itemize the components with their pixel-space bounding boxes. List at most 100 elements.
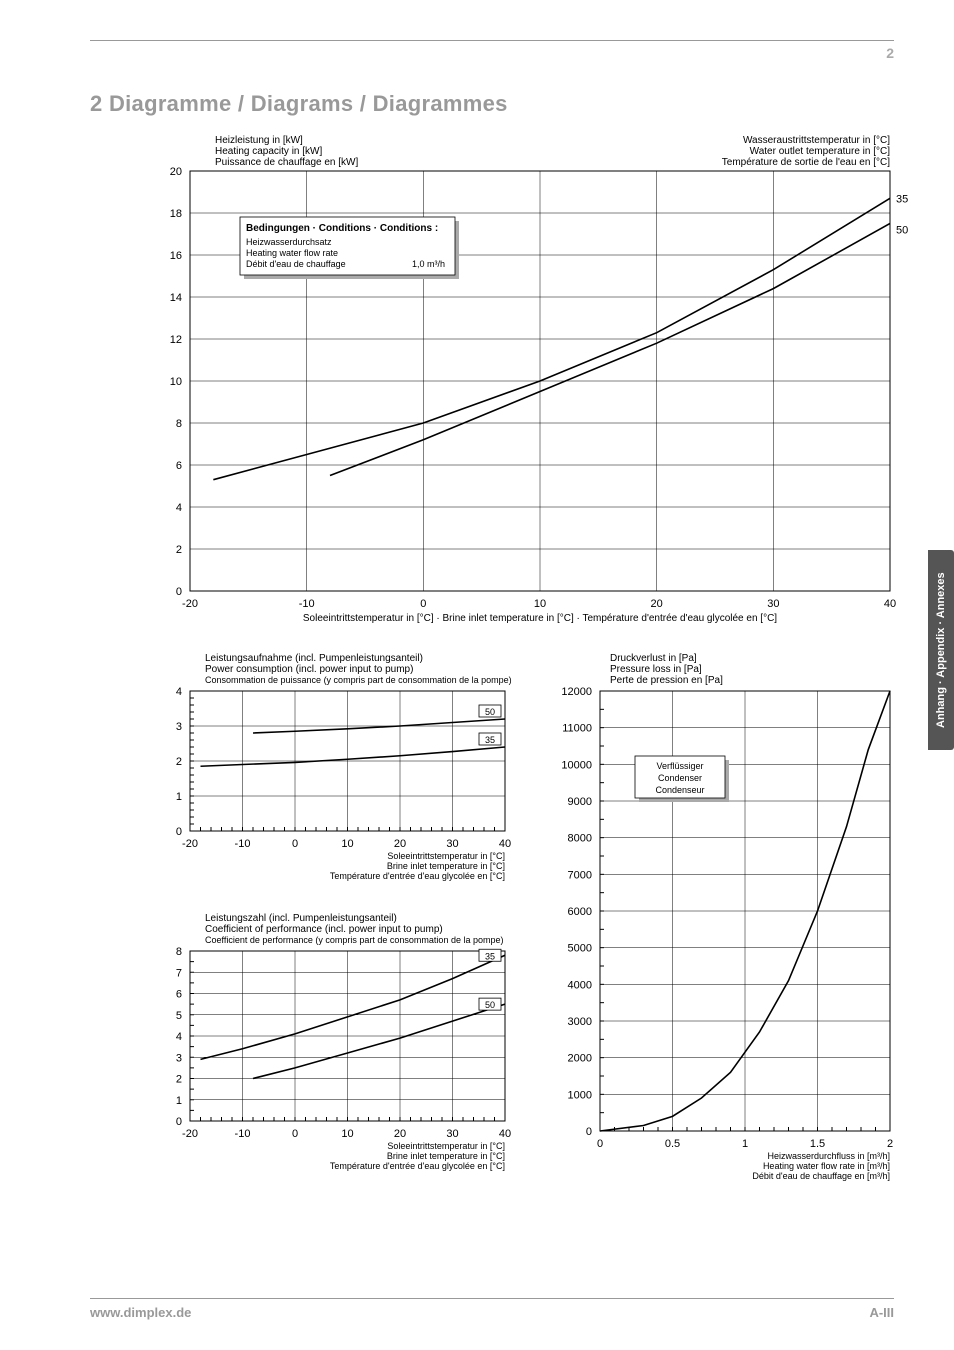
section-title: 2 Diagramme / Diagrams / Diagrammes [90,91,894,117]
svg-text:Coefficient of performance (in: Coefficient of performance (incl. power … [205,924,443,935]
svg-text:Soleeintrittstemperatur in [°C: Soleeintrittstemperatur in [°C] [387,851,505,861]
svg-text:3: 3 [176,1052,182,1064]
svg-text:Heizwasserdurchfluss in [m³/h]: Heizwasserdurchfluss in [m³/h] [767,1151,890,1161]
svg-text:10: 10 [341,838,353,850]
svg-text:Condenseur: Condenseur [655,785,704,795]
svg-text:1: 1 [176,1095,182,1107]
svg-text:0: 0 [597,1138,603,1150]
svg-text:Débit d'eau de chauffage: Débit d'eau de chauffage [246,259,346,269]
svg-text:40: 40 [884,598,896,610]
svg-text:35: 35 [896,193,908,205]
svg-text:Brine inlet temperature in [°C: Brine inlet temperature in [°C] [387,1151,505,1161]
svg-text:5000: 5000 [568,943,592,955]
svg-text:Coefficient de performance (y: Coefficient de performance (y compris pa… [205,935,503,945]
svg-text:-10: -10 [299,598,315,610]
svg-text:Pressure loss in [Pa]: Pressure loss in [Pa] [610,664,702,675]
svg-text:12: 12 [170,334,182,346]
footer-right: A-III [869,1305,894,1320]
svg-text:1: 1 [742,1138,748,1150]
svg-text:6000: 6000 [568,906,592,918]
svg-text:Wasseraustrittstemperatur in [: Wasseraustrittstemperatur in [°C] [743,135,890,146]
svg-text:6: 6 [176,460,182,472]
svg-text:18: 18 [170,208,182,220]
svg-text:9000: 9000 [568,796,592,808]
svg-text:5: 5 [176,1010,182,1022]
charts-svg: 02468101214161820-20-100102030403550Heiz… [130,131,930,1221]
svg-text:11000: 11000 [562,723,592,735]
svg-text:40: 40 [499,1128,511,1140]
svg-text:8: 8 [176,418,182,430]
svg-text:7: 7 [176,967,182,979]
svg-text:4: 4 [176,502,182,514]
svg-text:Débit d'eau de chauffage en [m: Débit d'eau de chauffage en [m³/h] [752,1171,890,1181]
svg-text:4: 4 [176,686,182,698]
svg-text:4000: 4000 [568,979,592,991]
svg-text:Soleeintrittstemperatur in [°C: Soleeintrittstemperatur in [°C] [387,1141,505,1151]
svg-text:3000: 3000 [568,1016,592,1028]
svg-text:14: 14 [170,292,182,304]
svg-text:10: 10 [170,376,182,388]
svg-text:-10: -10 [235,838,251,850]
svg-text:20: 20 [170,166,182,178]
svg-text:4: 4 [176,1031,182,1043]
svg-text:16: 16 [170,250,182,262]
svg-text:10: 10 [341,1128,353,1140]
svg-text:10: 10 [534,598,546,610]
svg-text:Bedingungen · Conditions · Con: Bedingungen · Conditions · Conditions : [246,223,438,234]
svg-text:2000: 2000 [568,1053,592,1065]
svg-text:7000: 7000 [568,869,592,881]
svg-text:0: 0 [292,1128,298,1140]
svg-text:0: 0 [176,826,182,838]
svg-text:Power consumption (incl. power: Power consumption (incl. power input to … [205,664,413,675]
svg-text:Consommation de puissance (y c: Consommation de puissance (y compris par… [205,675,512,685]
svg-text:Leistungsaufnahme (incl. Pumpe: Leistungsaufnahme (incl. Pumpenleistungs… [205,653,423,664]
svg-text:Température de sortie de l'eau: Température de sortie de l'eau en [°C] [722,157,890,168]
svg-text:Verflüssiger: Verflüssiger [656,761,703,771]
svg-text:-10: -10 [235,1128,251,1140]
footer-left: www.dimplex.de [90,1305,191,1320]
svg-text:Leistungszahl (incl. Pumpenlei: Leistungszahl (incl. Pumpenleistungsante… [205,913,397,924]
svg-text:2: 2 [176,544,182,556]
svg-text:30: 30 [446,1128,458,1140]
svg-text:-20: -20 [182,1128,198,1140]
svg-text:Heizwasserdurchsatz: Heizwasserdurchsatz [246,237,332,247]
svg-text:0: 0 [420,598,426,610]
svg-text:2: 2 [887,1138,893,1150]
svg-text:30: 30 [446,838,458,850]
side-tab: Anhang · Appendix · Annexes [928,550,954,750]
svg-text:8: 8 [176,946,182,958]
svg-text:50: 50 [896,225,908,237]
svg-text:Heating water flow rate: Heating water flow rate [246,248,338,258]
svg-text:0: 0 [586,1126,592,1138]
svg-text:Puissance de chauffage en [kW]: Puissance de chauffage en [kW] [215,157,358,168]
svg-text:20: 20 [394,838,406,850]
svg-text:Condenser: Condenser [658,773,702,783]
svg-text:1,0 m³/h: 1,0 m³/h [412,259,445,269]
svg-text:Druckverlust in [Pa]: Druckverlust in [Pa] [610,653,697,664]
svg-text:Soleeintrittstemperatur in [°C: Soleeintrittstemperatur in [°C] · Brine … [303,613,777,624]
svg-text:2: 2 [176,1074,182,1086]
svg-text:0: 0 [292,838,298,850]
svg-text:0: 0 [176,1116,182,1128]
svg-text:30: 30 [767,598,779,610]
page-top-number: 2 [90,45,894,61]
svg-text:12000: 12000 [561,686,592,698]
svg-text:1: 1 [176,791,182,803]
svg-text:6: 6 [176,989,182,1001]
svg-text:Température d'entrée d'eau gly: Température d'entrée d'eau glycolée en [… [330,871,505,881]
svg-text:Water outlet temperature in [°: Water outlet temperature in [°C] [750,146,891,157]
svg-text:35: 35 [485,735,495,745]
svg-text:3: 3 [176,721,182,733]
svg-text:Heating capacity in [kW]: Heating capacity in [kW] [215,146,322,157]
svg-text:40: 40 [499,838,511,850]
svg-text:50: 50 [485,1000,495,1010]
svg-text:35: 35 [485,951,495,961]
svg-text:10000: 10000 [561,759,592,771]
svg-text:Heating water flow rate in [m³: Heating water flow rate in [m³/h] [763,1161,890,1171]
svg-text:0.5: 0.5 [665,1138,680,1150]
svg-text:1.5: 1.5 [810,1138,825,1150]
svg-text:1000: 1000 [568,1089,592,1101]
svg-text:Heizleistung in [kW]: Heizleistung in [kW] [215,135,303,146]
svg-text:Brine inlet temperature in [°C: Brine inlet temperature in [°C] [387,861,505,871]
svg-text:20: 20 [394,1128,406,1140]
